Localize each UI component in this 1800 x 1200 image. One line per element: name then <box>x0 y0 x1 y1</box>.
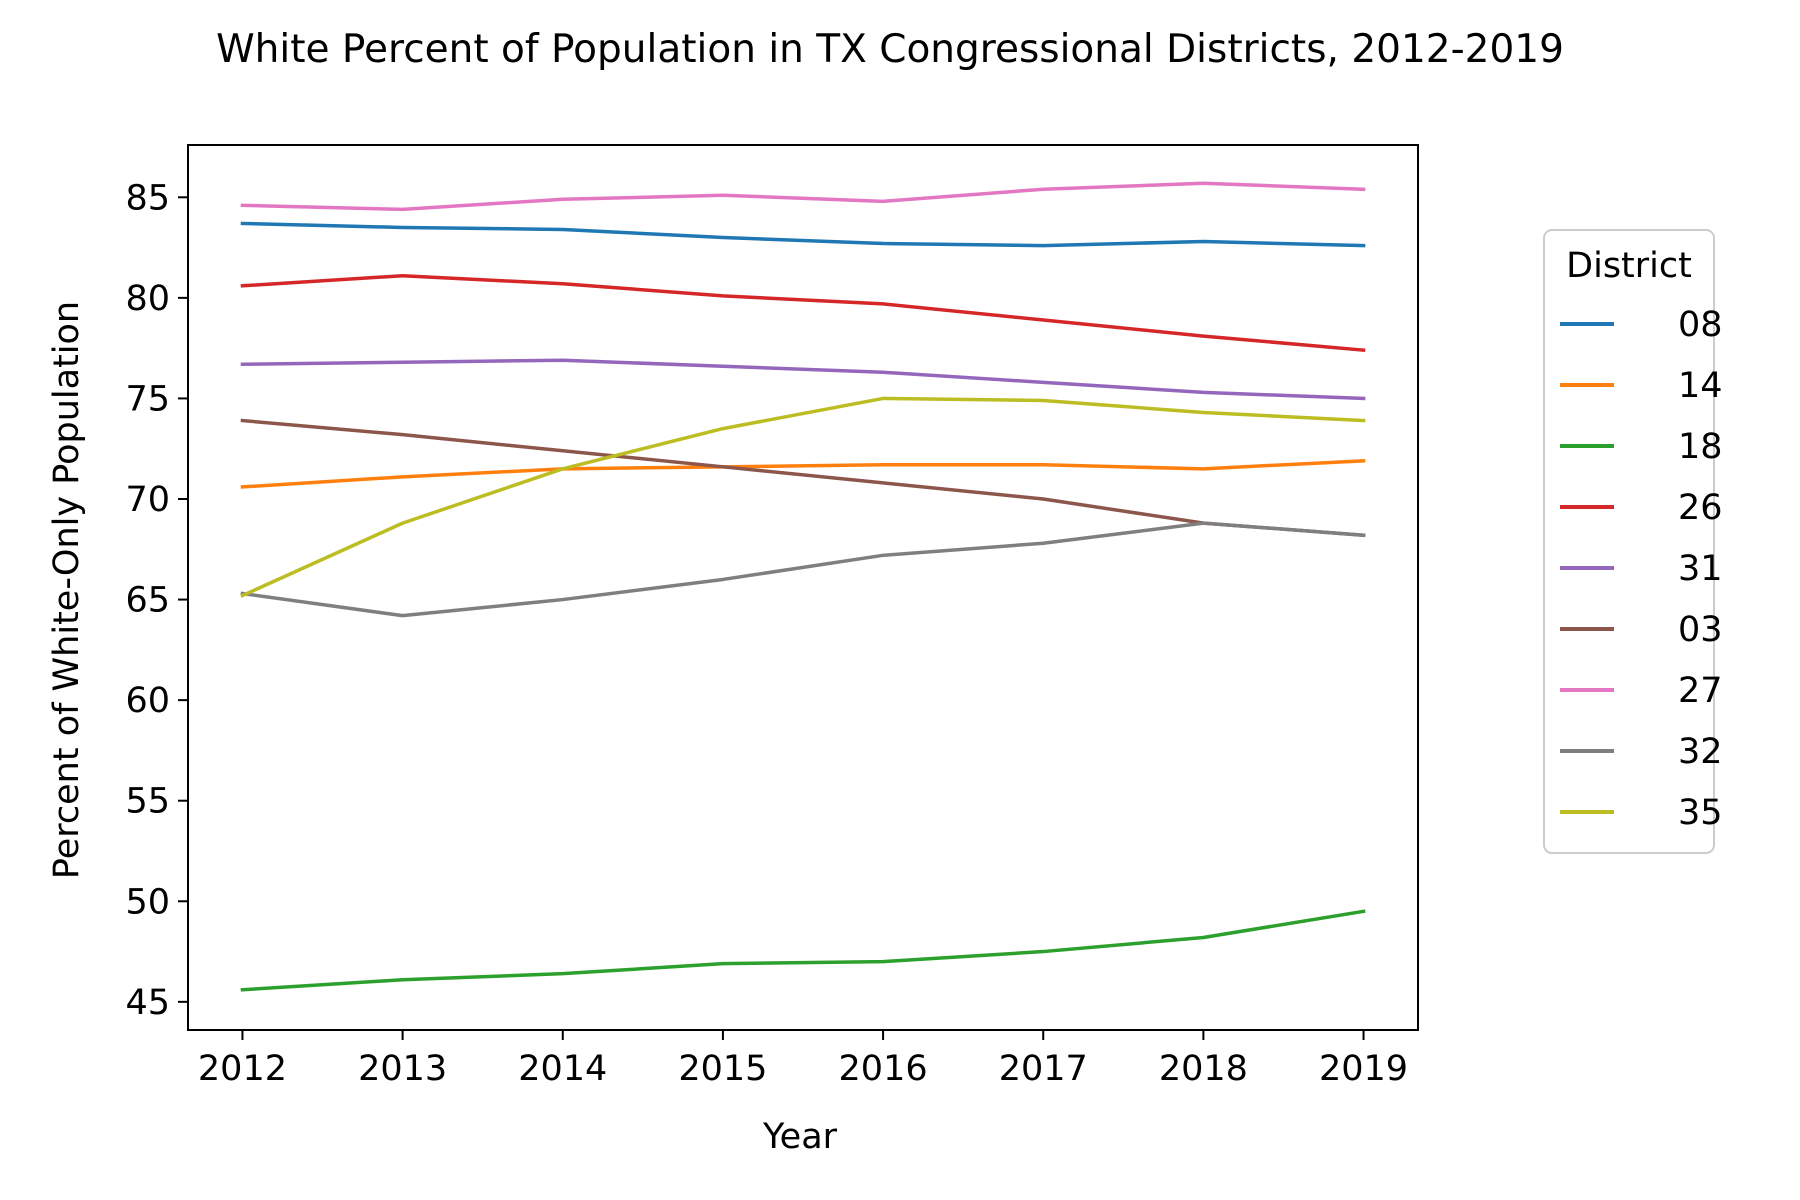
x-tick-label: 2019 <box>1319 1049 1408 1089</box>
plot-frame <box>187 144 1419 1031</box>
y-tick-label: 80 <box>125 279 170 319</box>
chart-title: White Percent of Population in TX Congre… <box>216 27 1564 72</box>
x-tick-label: 2015 <box>678 1049 767 1089</box>
series-line-26 <box>240 273 1366 353</box>
series-line-18 <box>240 909 1366 992</box>
series-line-14 <box>240 458 1366 489</box>
legend-label-08: 08 <box>1678 305 1723 345</box>
x-tick-label: 2018 <box>1159 1049 1248 1089</box>
series-line-03 <box>240 418 1366 538</box>
y-axis-label: Percent of White-Only Population <box>47 301 87 879</box>
legend-title: District <box>1566 246 1692 286</box>
series-lines <box>240 181 1366 992</box>
y-tick-label: 75 <box>125 379 170 419</box>
series-line-08 <box>240 221 1366 248</box>
y-tick-label: 65 <box>125 581 170 621</box>
plot-area: 2012 2013 2014 2015 2016 2017 2018 2019 45 50 55 6… <box>125 144 1419 1089</box>
x-tick-label: 2012 <box>198 1049 287 1089</box>
y-axis: 45 50 55 60 65 70 75 80 85 <box>125 178 188 1023</box>
x-tick-label: 2013 <box>358 1049 447 1089</box>
legend-label-14: 14 <box>1678 366 1723 406</box>
y-tick-label: 70 <box>125 480 170 520</box>
y-tick-label: 50 <box>125 882 170 922</box>
legend-label-27: 27 <box>1678 671 1723 711</box>
y-tick-label: 85 <box>125 178 170 218</box>
x-tick-label: 2014 <box>518 1049 607 1089</box>
x-tick-label: 2016 <box>839 1049 928 1089</box>
legend-label-31: 31 <box>1678 549 1723 589</box>
y-tick-label: 60 <box>125 681 170 721</box>
series-line-32 <box>240 521 1366 618</box>
series-line-27 <box>240 181 1366 212</box>
x-tick-label: 2017 <box>999 1049 1088 1089</box>
legend-label-26: 26 <box>1678 488 1723 528</box>
legend-label-18: 18 <box>1678 427 1723 467</box>
legend-label-35: 35 <box>1678 793 1723 833</box>
x-axis-label: Year <box>762 1117 838 1157</box>
legend-label-03: 03 <box>1678 610 1723 650</box>
series-line-31 <box>240 358 1366 401</box>
series-line-35 <box>240 396 1366 598</box>
y-tick-label: 55 <box>125 782 170 822</box>
y-tick-label: 45 <box>125 983 170 1023</box>
legend-items: 08 14 18 26 31 03 27 32 35 <box>1560 305 1723 833</box>
legend: District 08 14 18 26 31 03 27 32 35 <box>1543 229 1723 854</box>
legend-label-32: 32 <box>1678 732 1723 772</box>
x-axis: 2012 2013 2014 2015 2016 2017 2018 2019 <box>198 1030 1408 1089</box>
